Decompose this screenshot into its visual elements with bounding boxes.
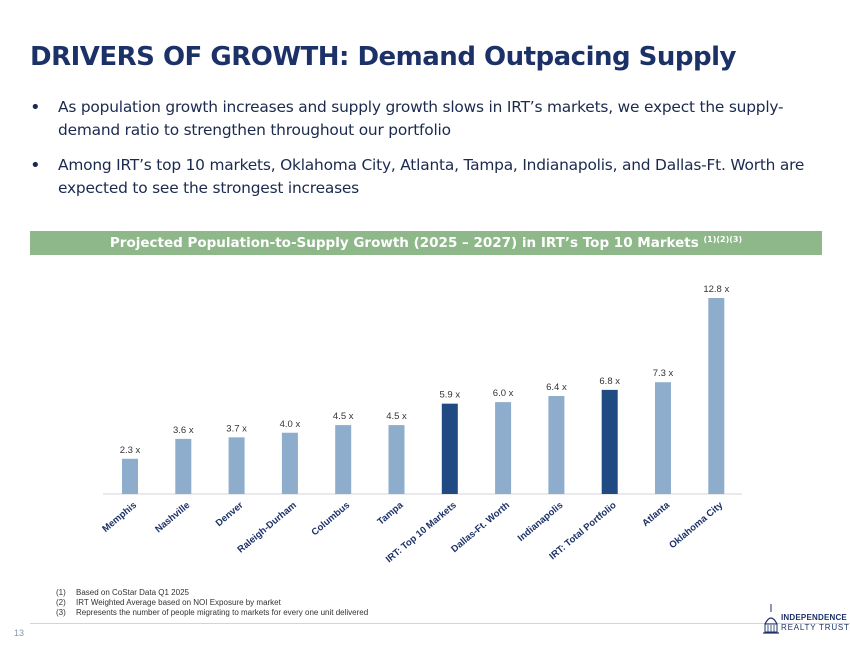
footnote-number: (2) [56, 598, 66, 607]
footnotes: (1) Based on CoStar Data Q1 2025 (2) IRT W… [56, 588, 368, 618]
data-label: 5.9 x [439, 390, 460, 401]
bar-memphis [122, 458, 138, 494]
data-label: 4.5 x [333, 411, 354, 422]
footnote: (3) Represents the number of people migra… [56, 608, 368, 618]
data-label: 12.8 x [703, 284, 729, 295]
bar-irt-top-10-markets [441, 403, 458, 494]
bar-denver [228, 437, 245, 494]
banner-footnote-refs: (1)(2)(3) [703, 235, 743, 244]
bullet-item: • Among IRT’s top 10 markets, Oklahoma C… [30, 154, 820, 200]
data-label: 3.6 x [173, 425, 194, 436]
data-label: 7.3 x [653, 368, 674, 379]
data-label: 3.7 x [226, 423, 247, 434]
data-label: 4.5 x [386, 411, 407, 422]
page-number: 13 [14, 628, 25, 638]
bar-atlanta [655, 382, 671, 494]
bar-chart: 2.3 x Memphis 3.6 x Nashville 3.7 x Denver 4.0… [100, 284, 742, 565]
banner-text: Projected Population-to-Supply Growth (2… [109, 235, 699, 251]
category-label: Tampa [375, 499, 406, 527]
chart-title-banner: Projected Population-to-Supply Growth (2… [30, 231, 822, 255]
category-label: Denver [214, 500, 246, 529]
bar-irt-total-portfolio [601, 389, 618, 494]
logo-text-line1: INDEPENDENCE [781, 613, 847, 622]
data-label: 6.8 x [599, 376, 620, 387]
footnote-text: Represents the number of people migratin… [76, 608, 369, 617]
bar-tampa [388, 425, 405, 494]
bullet-list: • As population growth increases and sup… [30, 96, 820, 212]
bar-columbus [335, 425, 352, 494]
company-logo: INDEPENDENCE REALTY TRUST [763, 600, 850, 640]
footnote-number: (1) [56, 588, 66, 597]
bar-dallas-ft-worth [495, 402, 512, 494]
footnote: (2) IRT Weighted Average based on NOI Exp… [56, 598, 368, 608]
page-title: DRIVERS OF GROWTH: Demand Outpacing Supp… [30, 42, 737, 72]
category-label: Dallas-Ft. Worth [449, 500, 512, 555]
data-label: 6.4 x [546, 382, 567, 393]
footnote-text: IRT Weighted Average based on NOI Exposu… [76, 598, 281, 607]
bullet-dot: • [30, 97, 41, 118]
bar-oklahoma-city [708, 298, 725, 494]
logo-text-line2: REALTY TRUST [781, 623, 850, 632]
footer-divider [30, 623, 850, 624]
category-label: Atlanta [640, 499, 672, 529]
category-label: Memphis [100, 500, 139, 535]
footnote: (1) Based on CoStar Data Q1 2025 [56, 588, 368, 598]
bar-nashville [175, 438, 192, 494]
data-label: 4.0 x [280, 419, 301, 430]
bullet-dot: • [30, 155, 41, 176]
category-label: Oklahoma City [667, 499, 726, 551]
bullet-item: • As population growth increases and sup… [30, 96, 820, 142]
data-label: 6.0 x [493, 388, 514, 399]
footnote-text: Based on CoStar Data Q1 2025 [76, 588, 189, 597]
building-dome-icon [763, 604, 779, 634]
bar-indianapolis [548, 396, 565, 494]
bullet-text: Among IRT’s top 10 markets, Oklahoma Cit… [58, 156, 805, 197]
category-label: Indianapolis [516, 500, 566, 544]
bar-raleigh-durham [281, 432, 298, 494]
category-label: Nashville [153, 500, 192, 535]
data-label: 2.3 x [120, 445, 141, 456]
bullet-text: As population growth increases and suppl… [58, 98, 784, 139]
footnote-number: (3) [56, 608, 66, 617]
category-label: Columbus [309, 500, 352, 538]
